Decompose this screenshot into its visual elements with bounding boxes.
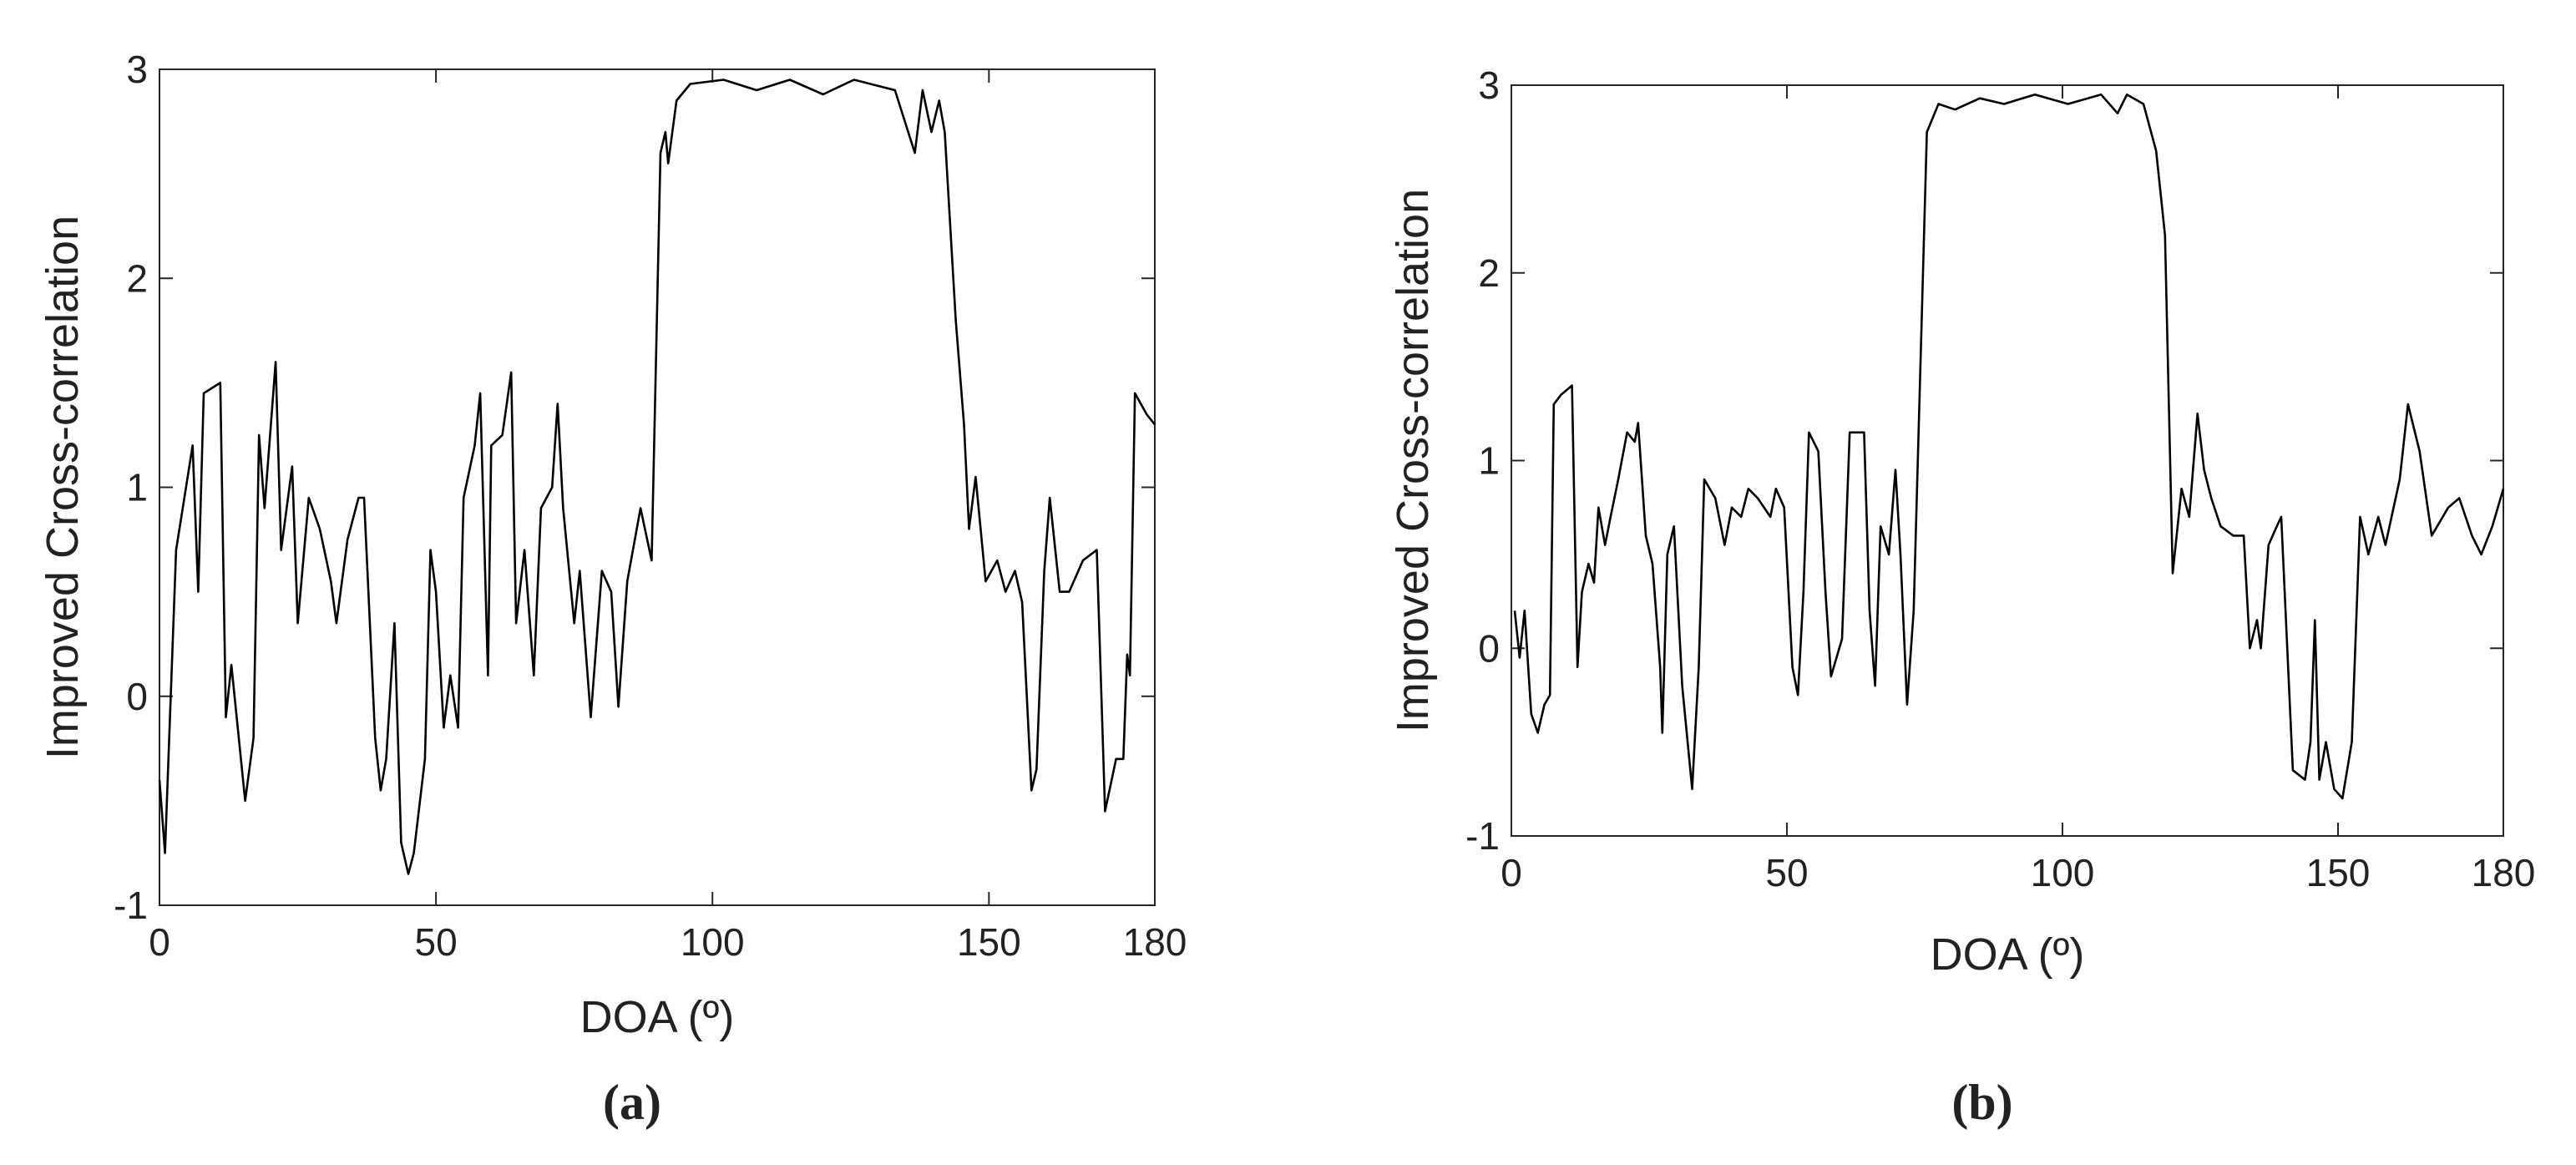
y-tick-label: -1 — [114, 884, 148, 927]
x-axis-label: DOA (º) — [580, 992, 735, 1042]
plot-area — [1511, 84, 2504, 837]
x-tick-label: 180 — [2472, 851, 2536, 894]
x-tick-label: 180 — [1123, 920, 1187, 964]
y-tick-label: 3 — [1478, 63, 1500, 107]
x-tick-label: 0 — [149, 920, 170, 964]
x-tick-label: 150 — [957, 920, 1021, 964]
data-line — [158, 79, 1156, 875]
y-tick-label: 1 — [1478, 439, 1500, 483]
y-axis-label: Improved Cross-correlation — [1388, 189, 1438, 732]
x-tick-label: 0 — [1501, 851, 1522, 894]
x-tick-label: 50 — [1765, 851, 1808, 894]
caption: (b) — [1951, 1075, 2012, 1130]
x-tick-label: 150 — [2306, 851, 2371, 894]
data-line — [1513, 93, 2505, 800]
y-tick-label: 0 — [126, 675, 148, 718]
y-tick-label: 2 — [126, 256, 148, 300]
plot-area — [159, 68, 1156, 906]
x-tick-label: 100 — [2031, 851, 2095, 894]
y-tick-label: 2 — [1478, 251, 1500, 295]
x-axis-label: DOA (º) — [1931, 929, 2085, 980]
caption: (a) — [603, 1075, 661, 1130]
y-tick-label: 3 — [126, 48, 148, 91]
y-axis-label: Improved Cross-correlation — [38, 215, 88, 759]
x-tick-label: 50 — [415, 920, 458, 964]
y-tick-label: 0 — [1478, 626, 1500, 670]
y-tick-label: 1 — [126, 466, 148, 509]
y-tick-label: -1 — [1465, 814, 1500, 858]
x-tick-label: 100 — [681, 920, 745, 964]
